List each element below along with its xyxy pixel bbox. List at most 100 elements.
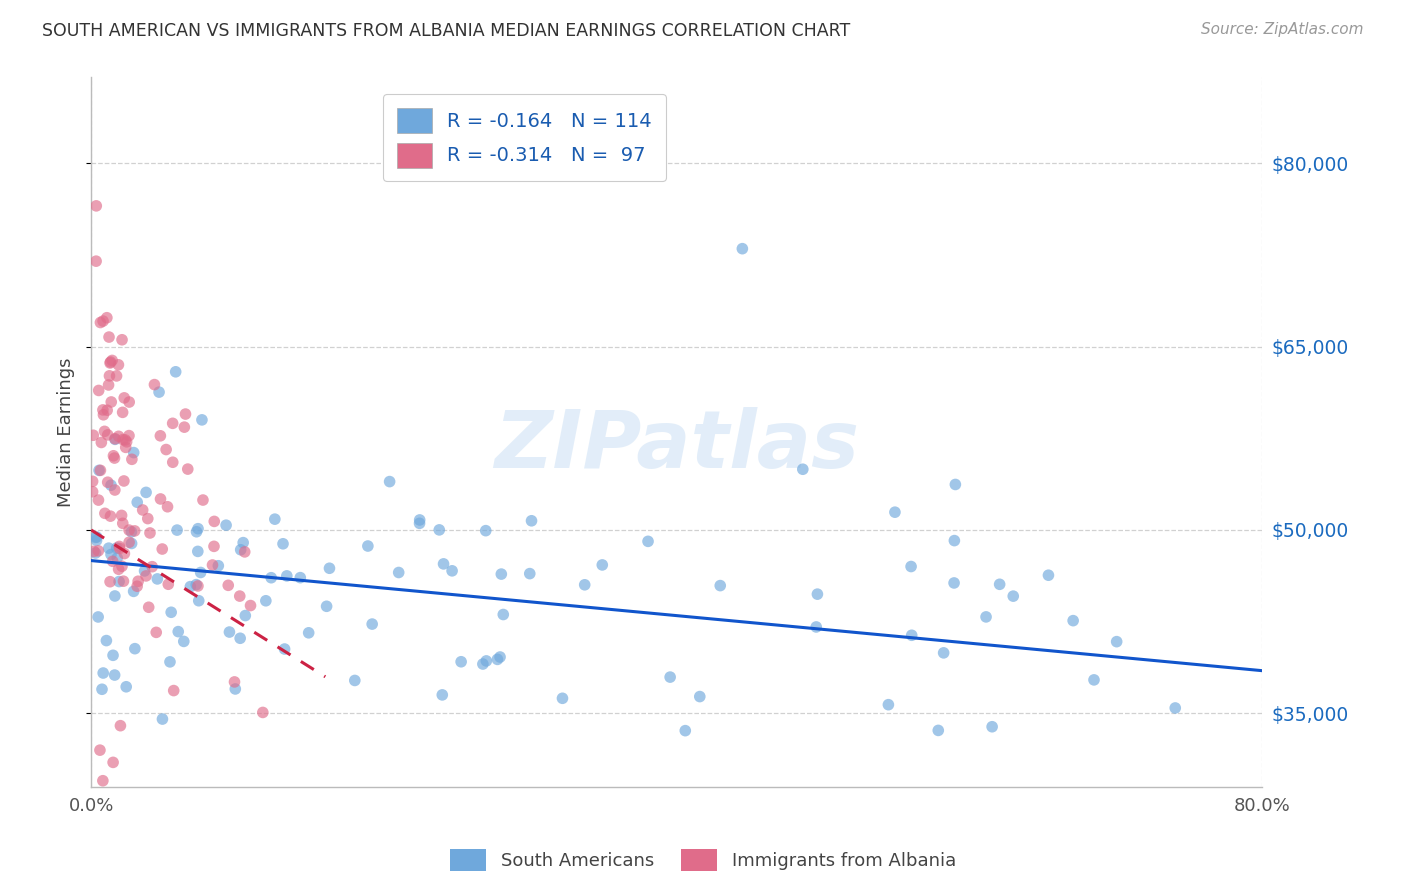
Point — [104, 483, 127, 497]
Point — [149, 429, 172, 443]
Point — [108, 541, 131, 556]
Text: ZIPatlas: ZIPatlas — [494, 408, 859, 485]
Point — [127, 495, 149, 509]
Point — [215, 518, 238, 533]
Point — [134, 564, 156, 578]
Point — [167, 624, 190, 639]
Point — [138, 600, 160, 615]
Point — [100, 548, 122, 562]
Point — [884, 505, 907, 519]
Point — [122, 445, 145, 459]
Point — [229, 589, 252, 603]
Point — [163, 683, 186, 698]
Point — [111, 405, 134, 419]
Point — [162, 417, 184, 431]
Point — [104, 668, 127, 682]
Point — [121, 452, 143, 467]
Point — [981, 720, 1004, 734]
Point — [91, 403, 114, 417]
Point — [108, 574, 131, 589]
Point — [143, 377, 166, 392]
Point — [731, 242, 754, 256]
Point — [98, 574, 121, 589]
Point — [91, 682, 114, 697]
Point — [174, 407, 197, 421]
Point — [89, 316, 111, 330]
Point — [114, 433, 136, 447]
Point — [207, 558, 229, 573]
Point — [86, 530, 108, 544]
Point — [432, 557, 454, 571]
Point — [82, 484, 104, 499]
Point — [927, 723, 949, 738]
Point — [101, 353, 124, 368]
Point — [186, 577, 208, 591]
Point — [104, 589, 127, 603]
Point — [232, 535, 254, 549]
Point — [121, 536, 143, 550]
Point — [112, 474, 135, 488]
Point — [806, 587, 828, 601]
Point — [173, 634, 195, 648]
Point — [115, 434, 138, 449]
Point — [105, 541, 128, 555]
Point — [492, 607, 515, 622]
Point — [111, 333, 134, 347]
Point — [91, 666, 114, 681]
Point — [93, 408, 115, 422]
Point — [162, 455, 184, 469]
Point — [900, 559, 922, 574]
Point — [233, 545, 256, 559]
Point — [98, 356, 121, 370]
Point — [90, 435, 112, 450]
Legend: South Americans, Immigrants from Albania: South Americans, Immigrants from Albania — [443, 842, 963, 879]
Point — [131, 503, 153, 517]
Point — [101, 648, 124, 663]
Point — [96, 403, 118, 417]
Point — [100, 478, 122, 492]
Point — [105, 368, 128, 383]
Point — [239, 599, 262, 613]
Point — [475, 654, 498, 668]
Point — [165, 365, 187, 379]
Point — [218, 625, 240, 640]
Point — [157, 577, 180, 591]
Point — [82, 428, 104, 442]
Point — [574, 578, 596, 592]
Point — [263, 512, 285, 526]
Point — [146, 572, 169, 586]
Point — [361, 617, 384, 632]
Point — [87, 610, 110, 624]
Point — [107, 429, 129, 443]
Point — [97, 428, 120, 442]
Point — [491, 567, 513, 582]
Point — [877, 698, 900, 712]
Point — [229, 632, 252, 646]
Point — [107, 562, 129, 576]
Point — [148, 385, 170, 400]
Legend: R = -0.164   N = 114, R = -0.314   N =  97: R = -0.164 N = 114, R = -0.314 N = 97 — [382, 95, 665, 181]
Point — [110, 719, 132, 733]
Point — [84, 530, 107, 544]
Point — [988, 577, 1011, 591]
Point — [792, 462, 814, 476]
Point — [486, 652, 509, 666]
Point — [152, 712, 174, 726]
Point — [104, 433, 127, 447]
Point — [94, 506, 117, 520]
Point — [233, 608, 256, 623]
Point — [111, 559, 134, 574]
Text: Source: ZipAtlas.com: Source: ZipAtlas.com — [1201, 22, 1364, 37]
Point — [408, 516, 430, 531]
Point — [943, 477, 966, 491]
Point — [217, 578, 239, 592]
Point — [97, 378, 120, 392]
Point — [1038, 568, 1060, 582]
Point — [673, 723, 696, 738]
Point — [103, 451, 125, 466]
Point — [118, 395, 141, 409]
Point — [141, 559, 163, 574]
Point — [122, 584, 145, 599]
Point — [187, 593, 209, 607]
Point — [551, 691, 574, 706]
